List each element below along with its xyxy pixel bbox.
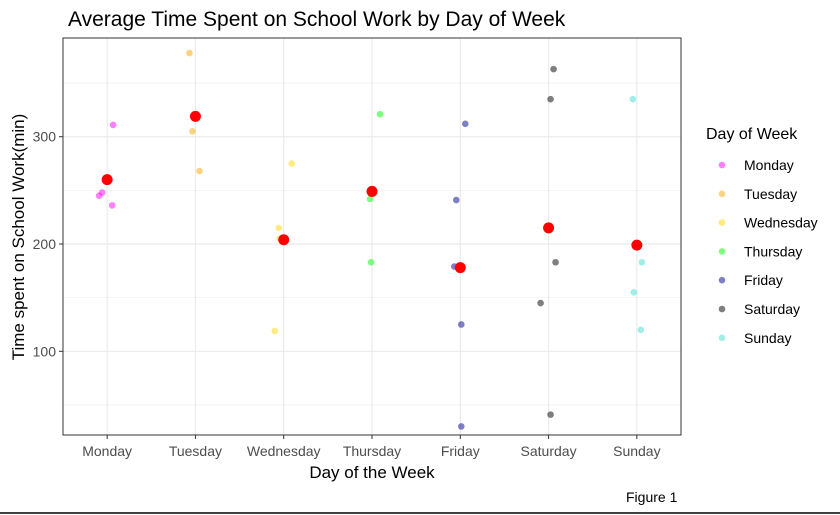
x-tick-label: Monday [82, 443, 132, 459]
legend: Day of Week Monday Tuesday Wednesday Thursd… [706, 126, 818, 346]
data-point-monday [109, 121, 117, 129]
x-tick-label: Sunday [613, 443, 660, 459]
legend-key-tuesday [718, 190, 726, 198]
mean-points [101, 110, 643, 274]
data-point-sunday [638, 258, 646, 266]
x-tick-label: Wednesday [247, 443, 321, 459]
legend-key-sunday [718, 334, 726, 342]
mean-point-sunday [631, 239, 643, 251]
x-axis-ticks: Monday Tuesday Wednesday Thursday Friday Satu… [82, 435, 661, 459]
legend-key-wednesday [718, 219, 726, 226]
legend-label-sunday: Sunday [744, 330, 791, 346]
data-point-thursday [366, 195, 374, 203]
data-point-thursday [367, 258, 375, 266]
data-point-friday [452, 196, 460, 204]
legend-label-tuesday: Tuesday [744, 186, 797, 202]
data-point-friday [461, 120, 469, 128]
data-point-monday [98, 189, 106, 196]
legend-label-friday: Friday [744, 272, 783, 288]
legend-title: Day of Week [706, 126, 798, 143]
figure-label: Figure 1 [626, 489, 678, 505]
data-point-tuesday [196, 167, 203, 175]
mean-point-monday [101, 174, 113, 186]
y-tick-label: 100 [33, 343, 57, 359]
data-point-sunday [637, 326, 645, 334]
x-axis-title: Day of the Week [309, 463, 435, 482]
data-point-monday [108, 202, 116, 209]
legend-label-thursday: Thursday [744, 243, 802, 259]
mean-point-friday [454, 262, 466, 274]
y-tick-label: 200 [33, 236, 57, 252]
data-point-tuesday [186, 49, 193, 57]
grid [63, 38, 681, 435]
y-axis-title: Time spent on School Work(min) [9, 114, 28, 361]
y-axis-ticks: 100 200 300 [33, 129, 63, 359]
data-point-friday [457, 321, 465, 328]
data-point-thursday [376, 110, 384, 118]
mean-point-thursday [366, 185, 378, 197]
data-point-saturday [550, 65, 557, 73]
legend-key-saturday [718, 305, 726, 313]
mean-point-wednesday [278, 234, 290, 246]
data-point-sunday [629, 95, 637, 103]
x-tick-label: Friday [441, 443, 480, 459]
data-point-friday [457, 423, 465, 430]
data-point-wednesday [288, 160, 296, 167]
chart-title: Average Time Spent on School Work by Day… [68, 8, 566, 31]
x-tick-label: Saturday [521, 443, 577, 459]
legend-key-monday [718, 161, 726, 169]
legend-label-wednesday: Wednesday [744, 215, 818, 231]
legend-key-thursday [718, 248, 726, 255]
legend-key-friday [718, 276, 726, 284]
data-point-saturday [552, 258, 559, 266]
y-tick-label: 300 [33, 129, 57, 145]
data-point-wednesday [271, 327, 279, 335]
x-tick-label: Tuesday [169, 443, 222, 459]
data-point-saturday [537, 299, 544, 307]
x-tick-label: Thursday [343, 443, 401, 459]
legend-label-monday: Monday [744, 157, 794, 173]
data-point-saturday [547, 95, 554, 103]
legend-label-saturday: Saturday [744, 301, 800, 317]
mean-point-tuesday [189, 110, 201, 122]
mean-point-saturday [543, 222, 555, 234]
data-point-tuesday [189, 128, 196, 135]
data-point-saturday [547, 411, 554, 418]
data-point-sunday [630, 288, 638, 296]
data-point-wednesday [275, 224, 283, 232]
data-points [95, 49, 646, 430]
